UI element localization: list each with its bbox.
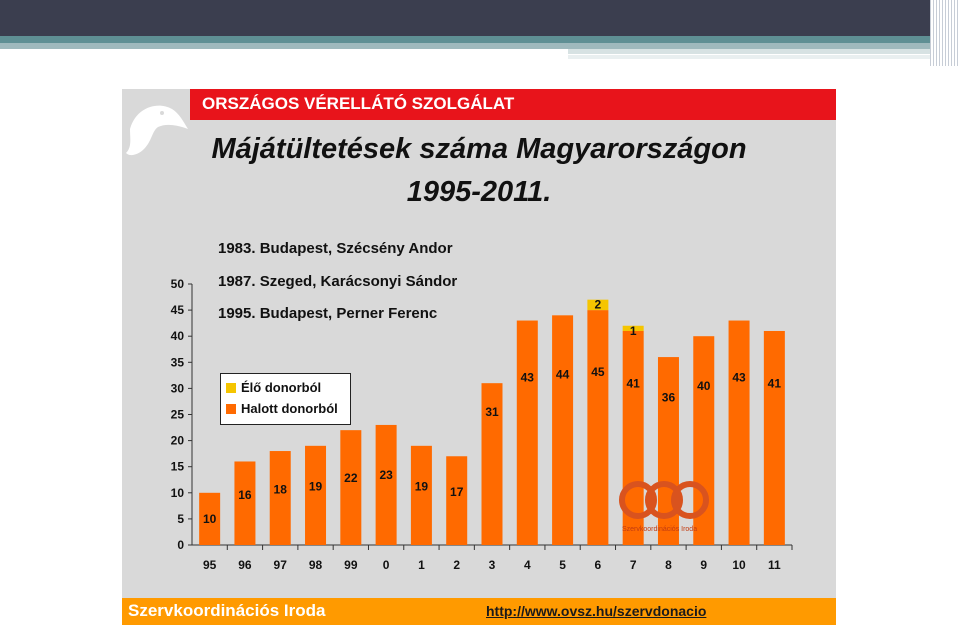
bar-deceased-donor [693,336,715,545]
bar-deceased-donor [199,492,221,545]
bar-value-label: 44 [556,368,570,382]
header-light-stripe [568,49,930,54]
organization-name: ORSZÁGOS VÉRELLÁTÓ SZOLGÁLAT [202,94,515,113]
legend-swatch-deceased-donor [226,404,236,414]
bar-live-donor [622,325,644,331]
x-tick-label: 96 [238,558,252,572]
x-tick-label: 8 [665,558,672,572]
organization-banner: ORSZÁGOS VÉRELLÁTÓ SZOLGÁLAT [190,89,836,120]
x-tick-label: 5 [559,558,566,572]
y-tick-label: 25 [171,408,185,422]
footer-url-link[interactable]: http://www.ovsz.hu/szervdonacio [486,603,707,619]
bar-deceased-donor [587,310,609,545]
bar-deceased-donor [481,383,503,545]
bar-deceased-donor [269,451,291,545]
x-tick-label: 4 [524,558,531,572]
bar-deceased-donor [446,456,468,545]
y-tick-label: 15 [171,460,185,474]
bar-deceased-donor [234,461,256,545]
x-tick-label: 99 [344,558,358,572]
x-tick-label: 95 [203,558,217,572]
bar-deceased-donor [552,315,574,545]
y-tick-label: 20 [171,434,185,448]
y-tick-label: 50 [171,277,185,291]
x-tick-label: 97 [274,558,288,572]
legend-label-deceased-donor: Halott donorból [241,401,338,416]
bar-deceased-donor [305,445,327,545]
x-tick-label: 98 [309,558,323,572]
bar-deceased-donor [763,330,785,545]
history-note-1995: 1995. Budapest, Perner Ferenc [218,305,438,322]
x-tick-label: 6 [595,558,602,572]
bar-live-value-label: 2 [595,298,602,312]
x-tick-label: 2 [453,558,460,572]
bar-value-label: 31 [485,405,499,419]
bar-value-label: 19 [415,479,429,493]
bar-value-label: 43 [521,371,535,385]
bar-value-label: 10 [203,512,217,526]
bar-value-label: 41 [768,376,782,390]
y-tick-label: 40 [171,329,185,343]
footer-office-name: Szervkoordinációs Iroda [128,601,326,620]
bar-value-label: 17 [450,485,464,499]
history-note-1987: 1987. Szeged, Karácsonyi Sándor [218,273,458,290]
bar-deceased-donor [728,320,750,545]
pelican-logo [122,89,190,169]
legend-label-live-donor: Élő donorból [241,380,322,395]
bar-deceased-donor [340,430,362,545]
bar-value-label: 22 [344,471,358,485]
bar-value-label: 40 [697,379,711,393]
bar-value-label: 43 [732,371,746,385]
logo-caption: Szervkoordinációs Iroda [622,526,698,533]
chart-subtitle-years: 1995-2011. [406,176,552,208]
bar-deceased-donor [410,445,432,545]
y-tick-label: 10 [171,486,185,500]
x-tick-label: 11 [768,558,781,572]
x-tick-label: 3 [489,558,496,572]
x-tick-label: 0 [383,558,390,572]
bar-live-value-label: 1 [630,324,637,338]
organ-coordination-logo [619,481,709,519]
y-tick-label: 35 [171,355,185,369]
bar-value-label: 41 [626,376,640,390]
slide-header-bar [0,0,960,36]
x-tick-label: 7 [630,558,637,572]
bar-deceased-donor [516,320,538,545]
legend-swatch-live-donor [226,383,236,393]
header-accent-stripe [0,36,930,43]
y-tick-label: 30 [171,381,185,395]
bar-value-label: 19 [309,479,323,493]
y-tick-label: 5 [177,512,184,526]
bar-value-label: 23 [379,468,393,482]
x-tick-label: 9 [700,558,707,572]
x-tick-label: 1 [418,558,425,572]
bar-chart: 0510152025303540455010951696189719982299… [171,277,793,572]
chart-title: Májátültetések száma Magyarországon [211,133,747,165]
bar-value-label: 16 [238,488,252,502]
y-tick-label: 45 [171,303,185,317]
chart-legend: Élő donorból Halott donorból [220,373,351,425]
header-edge-lines [930,0,960,66]
legend-item-deceased-donor: Halott donorból [226,401,338,417]
x-tick-label: 10 [732,558,746,572]
bar-value-label: 45 [591,365,605,379]
header-light-stripe-2 [568,55,930,59]
history-note-1983: 1983. Budapest, Szécsény Andor [218,240,453,257]
bar-deceased-donor [375,424,397,545]
bar-value-label: 18 [274,482,288,496]
bar-value-label: 36 [662,391,676,405]
y-tick-label: 0 [177,538,184,552]
header-accent-stripe-light [0,43,930,49]
slide-footer: Szervkoordinációs Iroda http://www.ovsz.… [122,598,836,625]
legend-item-live-donor: Élő donorból [226,380,321,396]
bar-live-donor [587,299,609,311]
